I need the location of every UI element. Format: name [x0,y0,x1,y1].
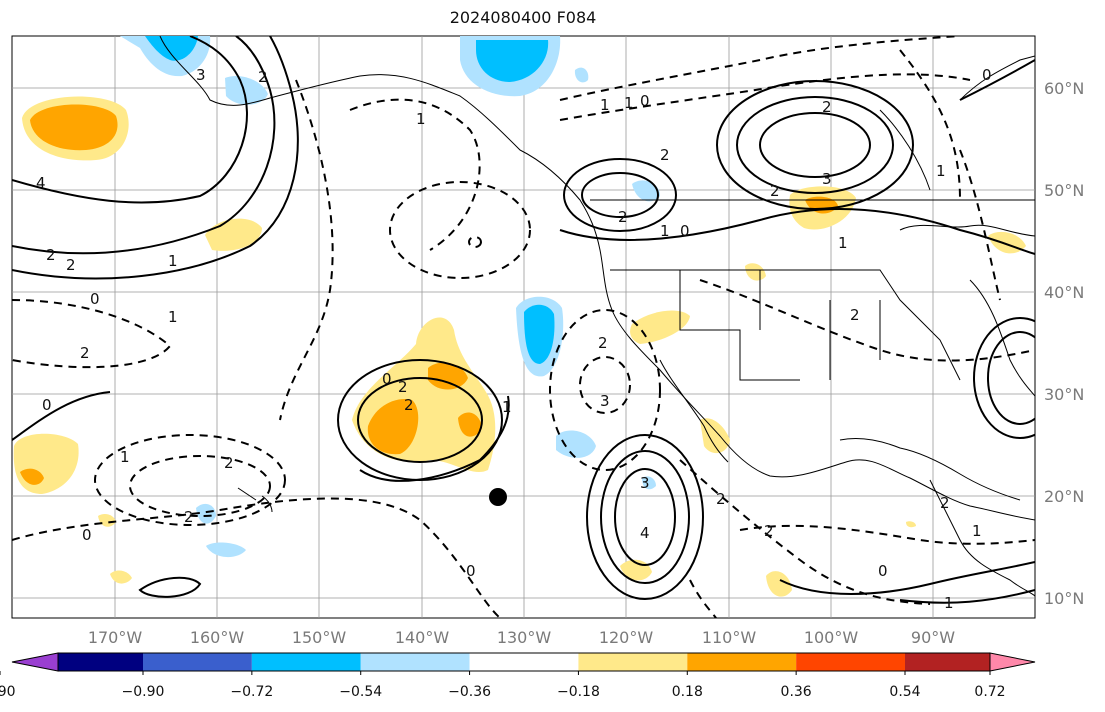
lat-label: 20°N [1044,487,1084,506]
lon-label: 150°W [292,628,347,647]
colorbar-extend-low [11,652,59,672]
colorbar: −0.90 −0.72 −0.54 −0.36 −0.18 0.18 0.36 0.54 0.7… [0,652,1036,700]
contour-label: 2 [184,508,194,526]
lat-label: 10°N [1044,589,1084,608]
colorbar-cell [687,653,797,671]
contour-label: 0 [82,526,92,544]
colorbar-cell [796,653,905,671]
lat-label: 60°N [1044,79,1084,98]
contour-label: 2 [822,98,832,116]
colorbar-label: −0.54 [339,684,382,700]
contour-label: 1 [416,110,426,128]
contour-label: 3 [196,66,206,84]
colorbar-label: 0.36 [781,684,812,700]
colorbar-label: 0.54 [889,684,920,700]
contour-label: 2 [404,396,414,414]
lat-label: 50°N [1044,181,1084,200]
lon-label: 160°W [190,628,245,647]
contour-label: 1 [168,252,178,270]
lat-label: 40°N [1044,283,1084,302]
colorbar-extend-high [989,652,1036,672]
contour-label: 0 [640,92,650,110]
dashed-contours [12,36,1035,618]
contour-label: 2 [850,306,860,324]
colorbar-label: −0.36 [448,684,491,700]
contour-label: 2 [224,454,234,472]
contour-label: 1 [936,162,946,180]
lon-label: 110°W [702,628,757,647]
contour-label: 3 [822,170,832,188]
contour-label: 3 [640,474,650,492]
contour-label: 2 [770,182,780,200]
shaded-anomalies [13,36,1026,597]
contour-label: 2 [618,208,628,226]
contour-label: 2 [764,522,774,540]
lon-label: 140°W [395,628,450,647]
coastlines [159,36,1035,597]
contour-label: 0 [382,370,392,388]
contour-label: 0 [680,222,690,240]
contour-label: 3 [600,392,610,410]
longitude-labels: 170°W 160°W 150°W 140°W 130°W 120°W 110°… [88,628,955,647]
latitude-labels: 60°N 50°N 40°N 30°N 20°N 10°N [1044,79,1084,608]
contour-label: 2 [80,344,90,362]
contour-label: 2 [716,490,726,508]
contour-label: 1 [120,448,130,466]
contour-label: 2 [66,256,76,274]
colorbar-cell [578,653,688,671]
contour-labels: 4 2 2 1 0 1 2 0 1 2 2 0 3 2 1 0 2 2 1 2 … [36,66,992,612]
colorbar-cell [251,653,361,671]
contour-label: 2 [660,146,670,164]
colorbar-cell [360,653,470,671]
colorbar-label: 0.90 [0,684,16,700]
contours [12,36,1035,604]
lon-label: 120°W [599,628,654,647]
map-title: 2024080400 F084 [449,8,597,27]
lon-label: 90°W [911,628,955,647]
contour-label: 1 [624,94,634,112]
colorbar-cell [905,653,990,671]
contour-label: 0 [42,396,52,414]
colorbar-label: 0.72 [974,684,1005,700]
contour-label: 2 [398,378,408,396]
lon-label: 100°W [804,628,859,647]
contour-label: 1 [972,522,982,540]
contour-label: 1 [660,222,670,240]
storm-center-marker [489,488,507,506]
contour-label: 4 [640,524,650,542]
contour-label: 1 [168,308,178,326]
contour-label: 0 [878,562,888,580]
lon-label: 130°W [497,628,552,647]
contour-label: 1 [944,594,954,612]
contour-label: 1 [838,234,848,252]
contour-label: 2 [258,68,268,86]
contour-label: 2 [940,494,950,512]
contour-label: 1 [502,398,512,416]
contour-label: 1 [600,96,610,114]
contour-label: 0 [982,66,992,84]
colorbar-label: −0.18 [557,684,600,700]
colorbar-cell [143,653,252,671]
contour-label: 2 [598,334,608,352]
colorbar-cell [58,653,143,671]
contour-label: 2 [46,246,56,264]
colorbar-label: −0.72 [230,684,273,700]
colorbar-cell [469,653,579,671]
colorbar-label: −0.90 [122,684,165,700]
contour-label: 4 [36,174,46,192]
contour-label: 0 [466,562,476,580]
lon-label: 170°W [88,628,143,647]
lat-label: 30°N [1044,385,1084,404]
contour-label: 0 [90,290,100,308]
colorbar-label: 0.18 [672,684,703,700]
gridlines [12,36,1035,618]
